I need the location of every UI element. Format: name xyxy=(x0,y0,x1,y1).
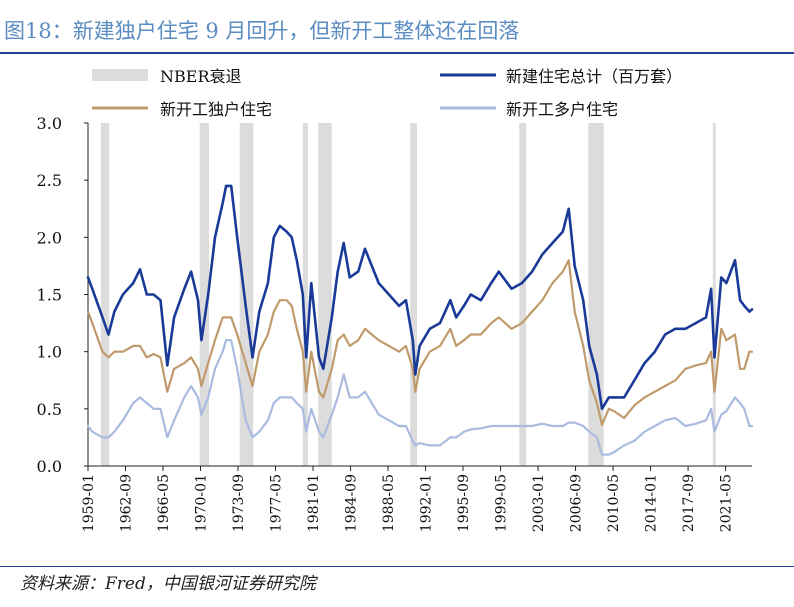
legend-label-total: 新建住宅总计（百万套） xyxy=(506,67,682,86)
x-tick-label: 1973-09 xyxy=(231,474,247,532)
title-rule xyxy=(0,52,794,54)
y-tick-label: 3.0 xyxy=(37,114,62,133)
x-tick-label: 1984-09 xyxy=(344,474,360,532)
x-tick-label: 1959-01 xyxy=(81,474,97,532)
series-line-single xyxy=(86,259,754,426)
y-tick-label: 2.0 xyxy=(37,228,62,247)
series-lines xyxy=(86,184,754,456)
y-tick-label: 0.5 xyxy=(37,400,62,419)
x-tick-label: 1995-09 xyxy=(456,474,472,532)
y-tick-label: 0.0 xyxy=(37,457,62,476)
recession-band xyxy=(588,123,604,466)
x-tick-label: 2017-09 xyxy=(681,474,697,532)
chart-legend: NBER衰退 新建住宅总计（百万套） 新开工独户住宅 新开工多户住宅 xyxy=(92,67,682,119)
recession-band xyxy=(199,123,210,466)
recession-band xyxy=(318,123,332,466)
x-tick-label: 2003-01 xyxy=(531,474,547,532)
x-tick-label: 2014-01 xyxy=(644,474,660,532)
legend-label-recession: NBER衰退 xyxy=(160,67,242,86)
recession-band xyxy=(302,123,308,466)
x-tick-label: 1981-01 xyxy=(306,474,322,532)
x-tick-label: 2006-09 xyxy=(569,474,585,532)
x-tick-label: 1992-01 xyxy=(419,474,435,532)
figure-title: 图18：新建独户住宅 9 月回升，但新开工整体还在回落 xyxy=(4,19,520,43)
recession-band xyxy=(519,123,527,466)
recession-band xyxy=(100,123,110,466)
y-tick-label: 1.5 xyxy=(37,286,62,305)
source-rule xyxy=(0,566,794,567)
y-tick-label: 2.5 xyxy=(37,171,62,190)
series-line-multi xyxy=(86,339,754,456)
x-tick-label: 1970-01 xyxy=(194,474,210,532)
legend-label-multi: 新开工多户住宅 xyxy=(506,100,618,119)
x-tick-label: 2021-05 xyxy=(719,474,735,532)
x-tick-label: 1977-05 xyxy=(269,474,285,532)
legend-label-single: 新开工独户住宅 xyxy=(160,100,272,119)
series-line-total xyxy=(86,184,754,411)
recession-bands xyxy=(100,123,716,466)
recession-band xyxy=(410,123,418,466)
x-axis: 1959-01 1962-09 1966-05 1970-01 1973-09 1977-… xyxy=(81,465,752,532)
source-note: 资料来源：Fred，中国银河证券研究院 xyxy=(20,574,316,594)
x-tick-label: 2010-05 xyxy=(606,474,622,532)
x-tick-label: 1962-09 xyxy=(119,474,135,532)
housing-starts-chart: NBER衰退 新建住宅总计（百万套） 新开工独户住宅 新开工多户住宅 0.00.… xyxy=(37,67,754,532)
recession-band xyxy=(239,123,254,466)
recession-band xyxy=(712,123,716,466)
x-tick-label: 1999-05 xyxy=(494,474,510,532)
y-tick-label: 1.0 xyxy=(37,343,62,362)
x-tick-label: 1966-05 xyxy=(156,474,172,532)
x-tick-label: 1988-05 xyxy=(381,474,397,532)
y-axis: 0.0 0.5 1.0 1.5 2.0 2.5 3.0 xyxy=(37,114,89,476)
legend-swatch-recession xyxy=(92,69,148,81)
